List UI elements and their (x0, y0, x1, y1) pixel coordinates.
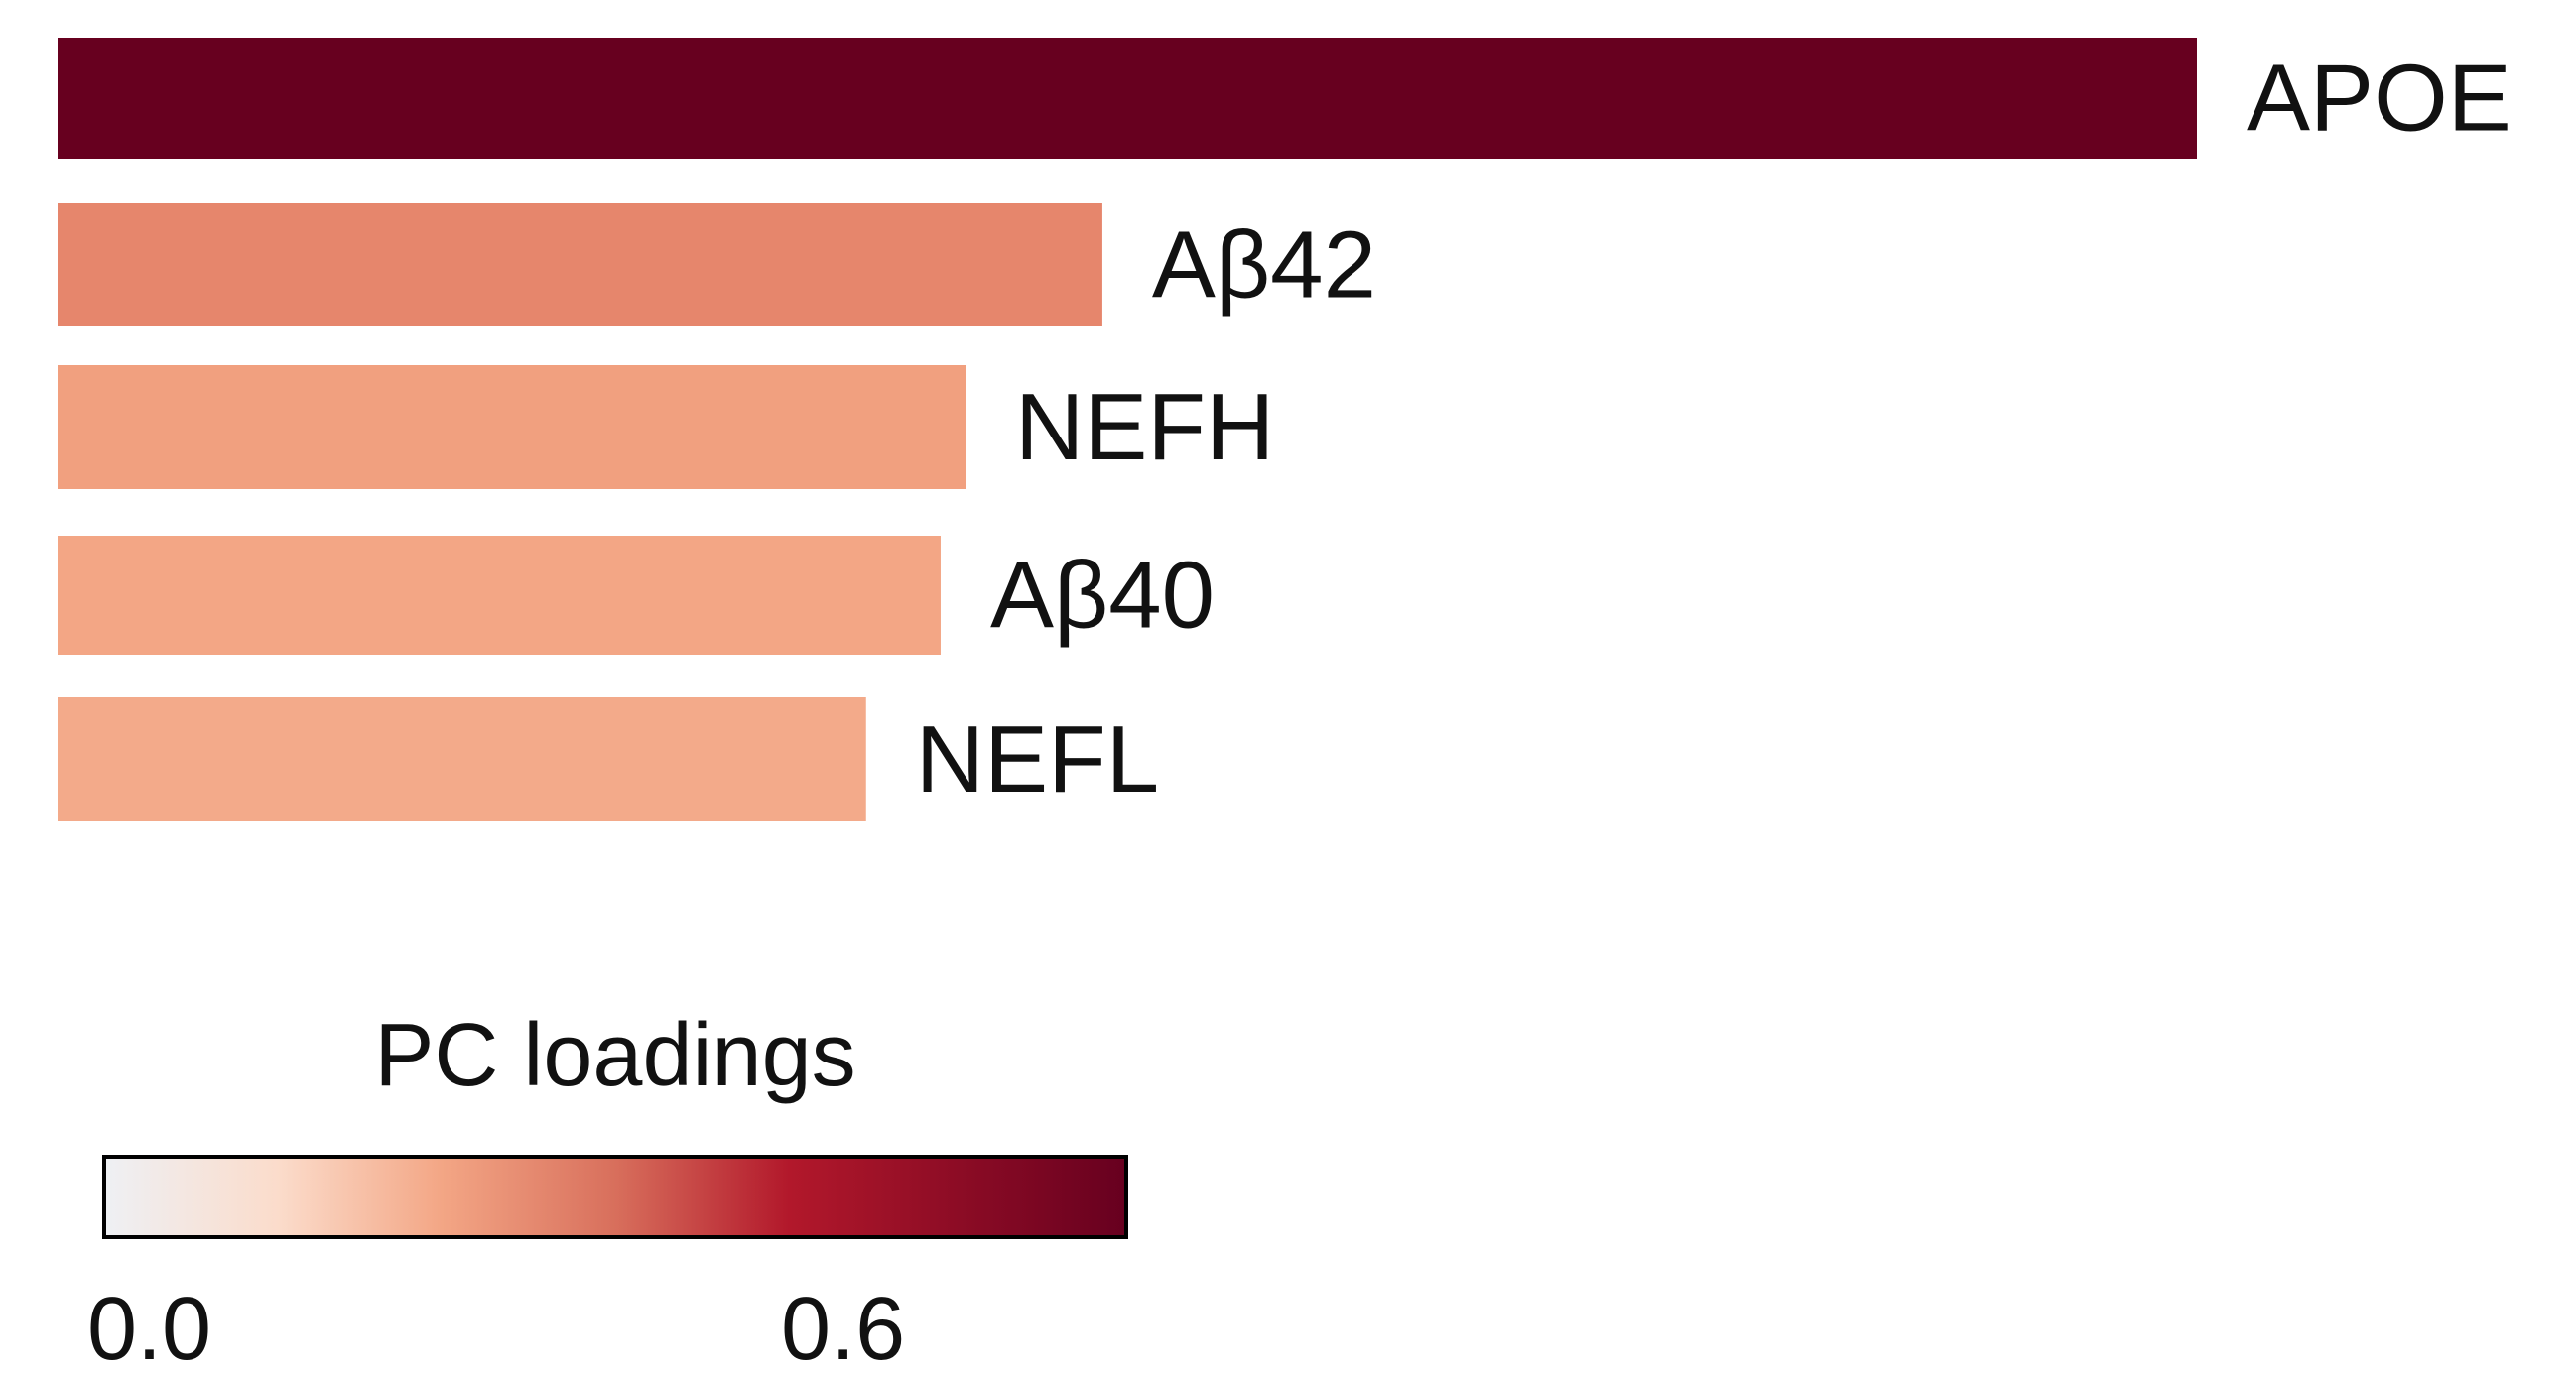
bar-labels-layer: APOE Aβ42 NEFH Aβ40 NEFL (916, 46, 2512, 813)
bar-label-1: Aβ42 (1152, 212, 1376, 318)
bars-layer (58, 38, 2197, 821)
bar-label-0: APOE (2247, 46, 2512, 152)
bar-2 (58, 365, 966, 489)
bar-label-2: NEFH (1015, 374, 1274, 480)
colorbar-tick-label-1: 0.6 (781, 1280, 905, 1369)
bar-3 (58, 536, 941, 655)
colorbar-title: PC loadings (374, 1006, 855, 1105)
colorbar-tick-label-0: 0.0 (87, 1280, 211, 1369)
bar-1 (58, 203, 1102, 326)
bar-label-3: Aβ40 (990, 543, 1215, 649)
colorbar-gradient (102, 1155, 1128, 1239)
bar-label-4: NEFL (916, 706, 1159, 812)
colorbar-ticks: 0.0 0.6 (87, 1280, 905, 1374)
bar-0 (58, 38, 2197, 159)
bar-4 (58, 697, 866, 821)
colorbar: PC loadings 0.0 0.6 (87, 1006, 1128, 1374)
